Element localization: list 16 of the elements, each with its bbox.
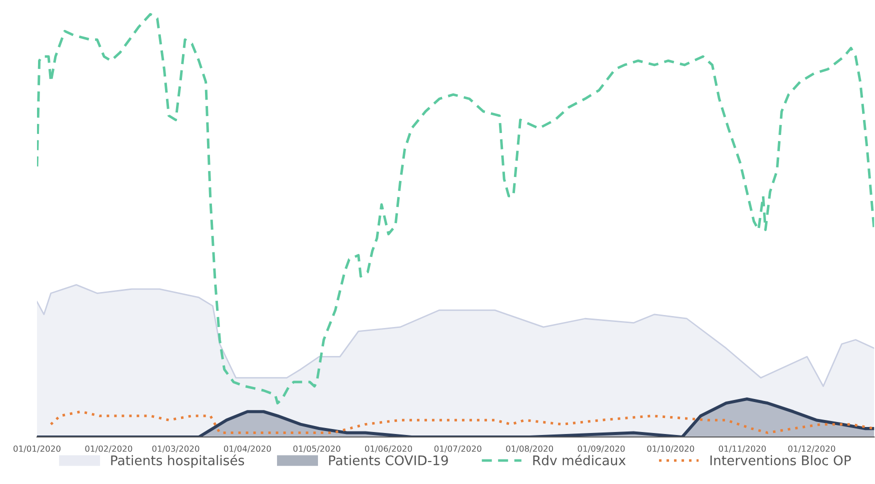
legend-label: Patients COVID-19 — [329, 455, 448, 466]
x-tick-label: 01/11/2020 — [718, 445, 766, 452]
legend-label: Interventions Bloc OP — [710, 455, 851, 466]
x-tick-label: 01/10/2020 — [647, 445, 694, 452]
x-tick-label: 01/12/2020 — [788, 445, 836, 452]
x-tick-label: 01/01/2020 — [14, 445, 60, 452]
x-tick-label: 01/05/2020 — [293, 445, 340, 452]
x-tick-label: 01/08/2020 — [506, 445, 554, 452]
x-tick-label: 01/09/2020 — [578, 445, 625, 452]
x-tick-label: 01/04/2020 — [224, 445, 271, 452]
x-tick-label: 01/02/2020 — [85, 445, 132, 452]
x-tick-label: 01/06/2020 — [365, 445, 412, 452]
legend-label: Patients hospitalisés — [111, 454, 244, 468]
x-tick-label: 01/07/2020 — [434, 445, 482, 452]
x-tick-label: 01/03/2020 — [152, 445, 200, 452]
legend-label: Rdv médicaux — [533, 454, 626, 466]
